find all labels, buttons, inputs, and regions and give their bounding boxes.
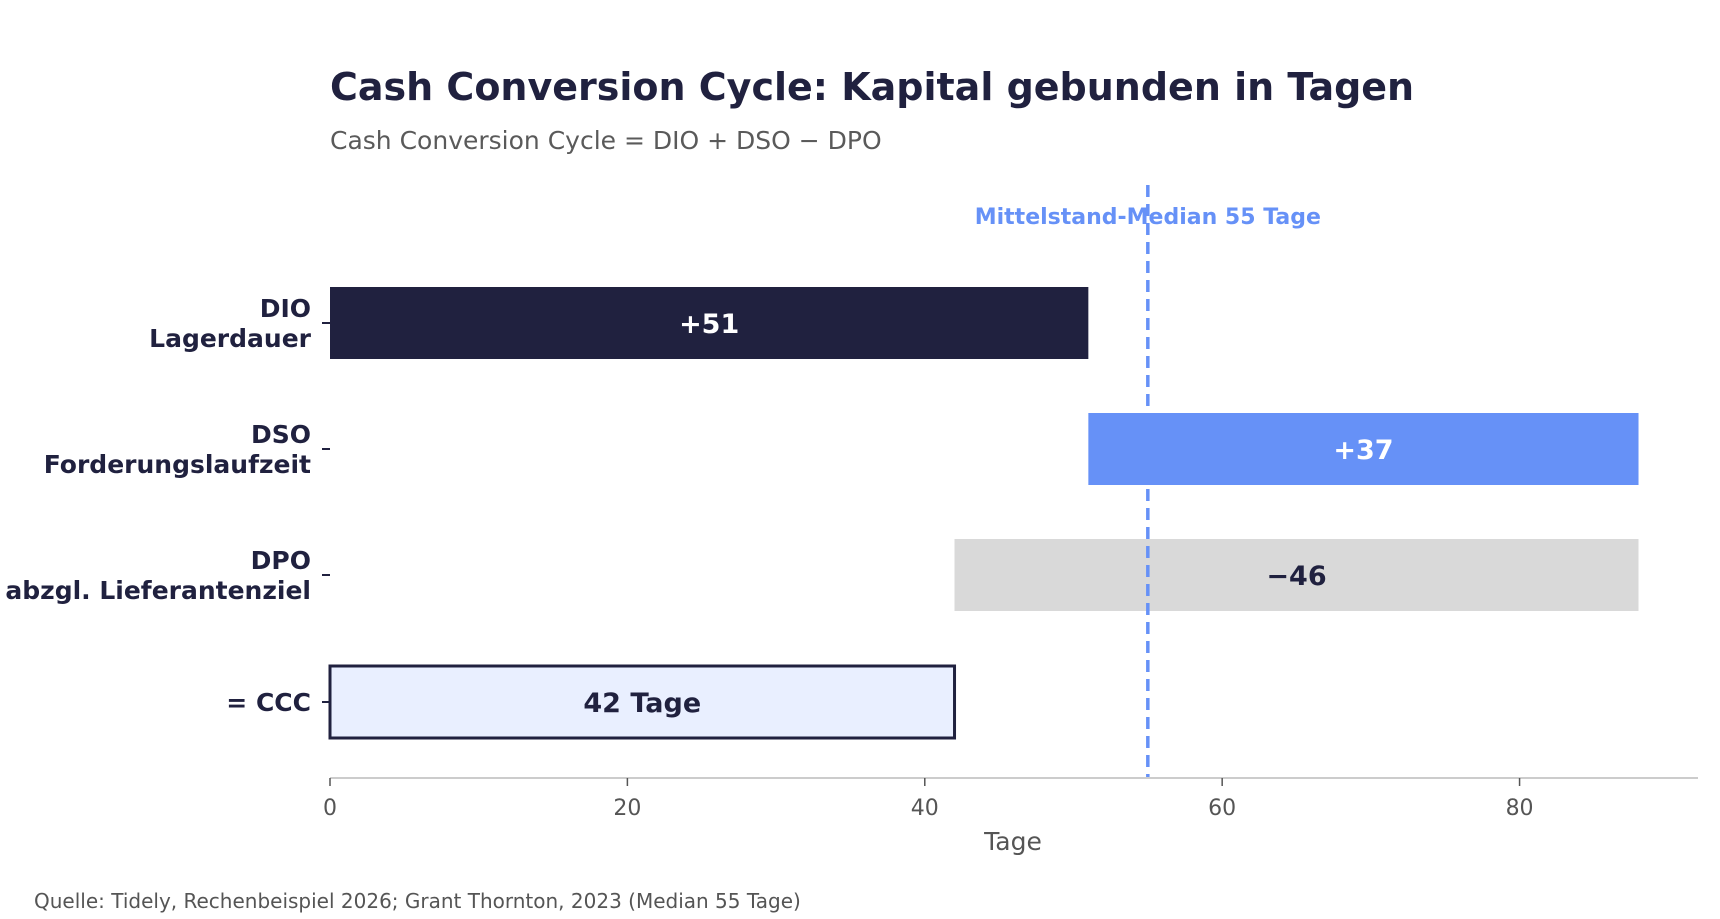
x-tick-label: 40 [911, 796, 939, 821]
category-label: DIO [260, 294, 311, 323]
x-axis-title: Tage [983, 827, 1042, 856]
bar-value-label: +51 [679, 309, 739, 340]
x-tick-label: 0 [323, 796, 337, 821]
bar-value-label: −46 [1266, 561, 1326, 592]
bar-0 [330, 287, 1089, 359]
category-label: Lagerdauer [149, 324, 311, 353]
source-note: Quelle: Tidely, Rechenbeispiel 2026; Gra… [34, 889, 801, 913]
bar-value-label: 42 Tage [583, 688, 701, 719]
x-tick-label: 20 [613, 796, 641, 821]
category-label: Forderungslaufzeit [44, 450, 311, 479]
category-label: abzgl. Lieferantenziel [5, 576, 311, 605]
bar-1 [1088, 413, 1639, 485]
bar-2 [954, 539, 1639, 611]
bar-3 [328, 664, 957, 740]
category-label: = CCC [226, 688, 311, 717]
plot-area: Mittelstand-Median 55 Tage +51 +37 −46 42 Ta… [5, 185, 1698, 821]
bar-value-label: +37 [1333, 435, 1393, 466]
x-tick-label: 80 [1506, 796, 1534, 821]
x-tick-label: 60 [1208, 796, 1236, 821]
category-label: DSO [251, 420, 311, 449]
median-reference-label: Mittelstand-Median 55 Tage [975, 205, 1321, 230]
category-label: DPO [251, 546, 311, 575]
chart-title: Cash Conversion Cycle: Kapital gebunden … [330, 65, 1414, 109]
chart-subtitle: Cash Conversion Cycle = DIO + DSO − DPO [330, 126, 882, 155]
